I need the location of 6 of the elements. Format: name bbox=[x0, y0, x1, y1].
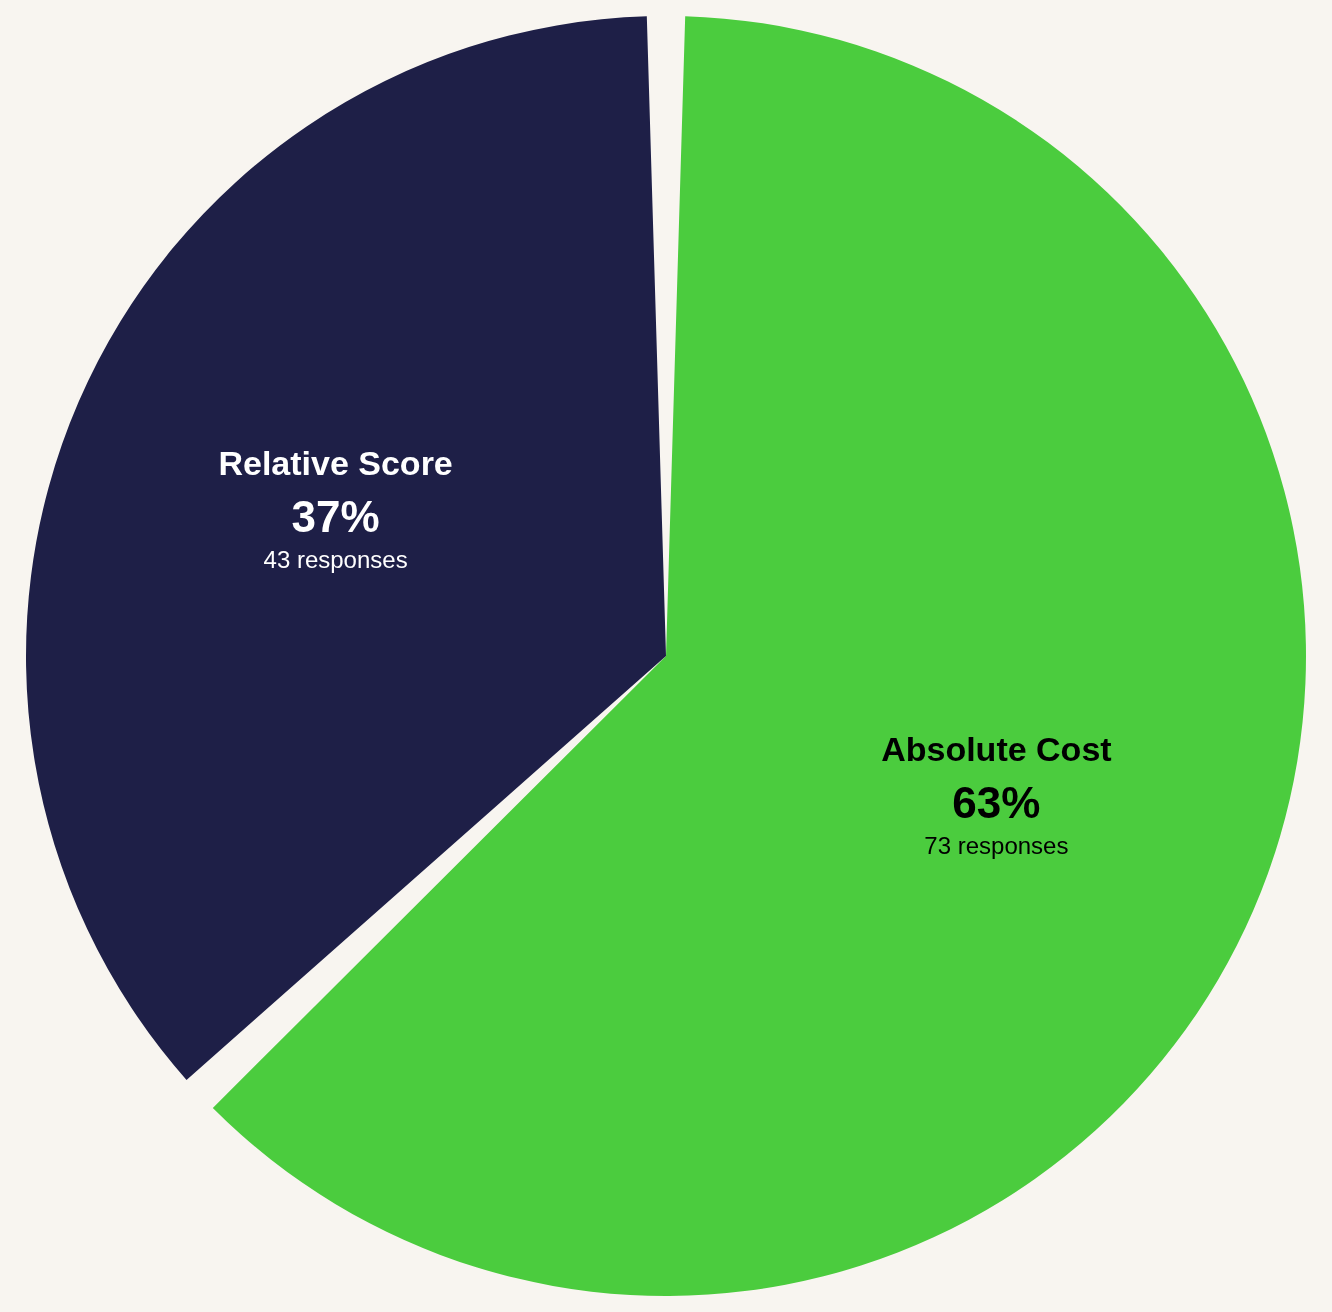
slice-label: Absolute Cost bbox=[881, 729, 1112, 768]
text: 43 responses bbox=[263, 546, 408, 574]
text: 73 responses bbox=[924, 831, 1069, 859]
data-label: 37% bbox=[291, 492, 380, 542]
slice-label: Relative Score bbox=[218, 444, 453, 483]
data-label: 63% bbox=[952, 777, 1041, 827]
